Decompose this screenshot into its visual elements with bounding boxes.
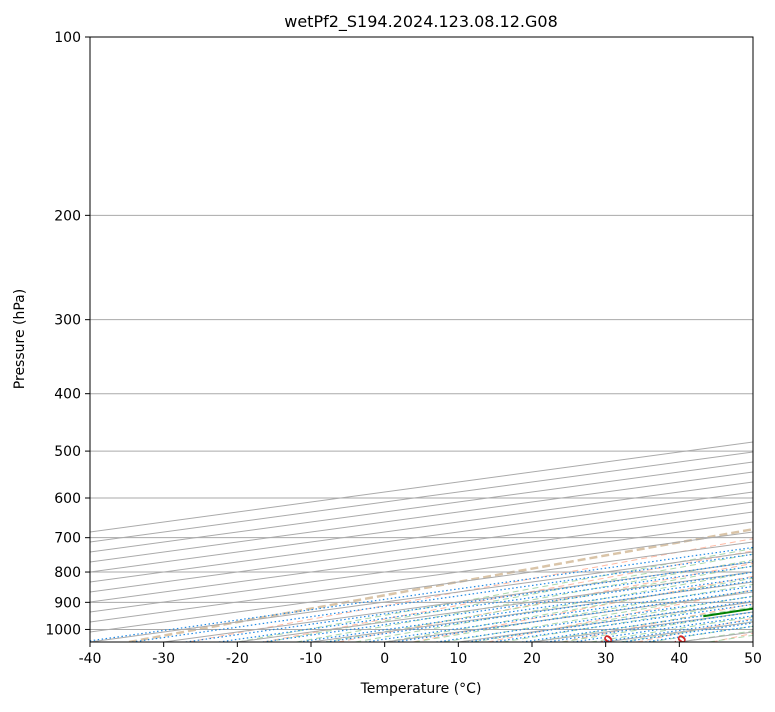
y-tick-label: 700 [54, 531, 81, 547]
y-tick-label: 300 [54, 313, 81, 329]
x-tick-label: -40 [79, 651, 102, 667]
chart-title: wetPf2_S194.2024.123.08.12.G08 [284, 12, 558, 32]
x-tick-label: -20 [226, 651, 249, 667]
x-tick-label: -10 [300, 651, 323, 667]
x-tick-label: 30 [597, 651, 615, 667]
x-axis-label: Temperature (°C) [360, 681, 482, 697]
y-tick-label: 400 [54, 387, 81, 403]
x-tick-label: 0 [380, 651, 389, 667]
x-tick-label: 50 [744, 651, 762, 667]
y-tick-label: 500 [54, 444, 81, 460]
y-tick-label: 100 [54, 30, 81, 46]
y-axis-label: Pressure (hPa) [12, 289, 28, 389]
x-tick-label: 10 [449, 651, 467, 667]
x-tick-label: 20 [523, 651, 541, 667]
y-tick-label: 900 [54, 595, 81, 611]
x-tick-label: 40 [670, 651, 688, 667]
y-tick-label: 800 [54, 565, 81, 581]
y-tick-label: 600 [54, 491, 81, 507]
y-tick-label: 200 [54, 208, 81, 224]
y-tick-label: 1000 [45, 622, 81, 638]
x-tick-label: -30 [152, 651, 175, 667]
